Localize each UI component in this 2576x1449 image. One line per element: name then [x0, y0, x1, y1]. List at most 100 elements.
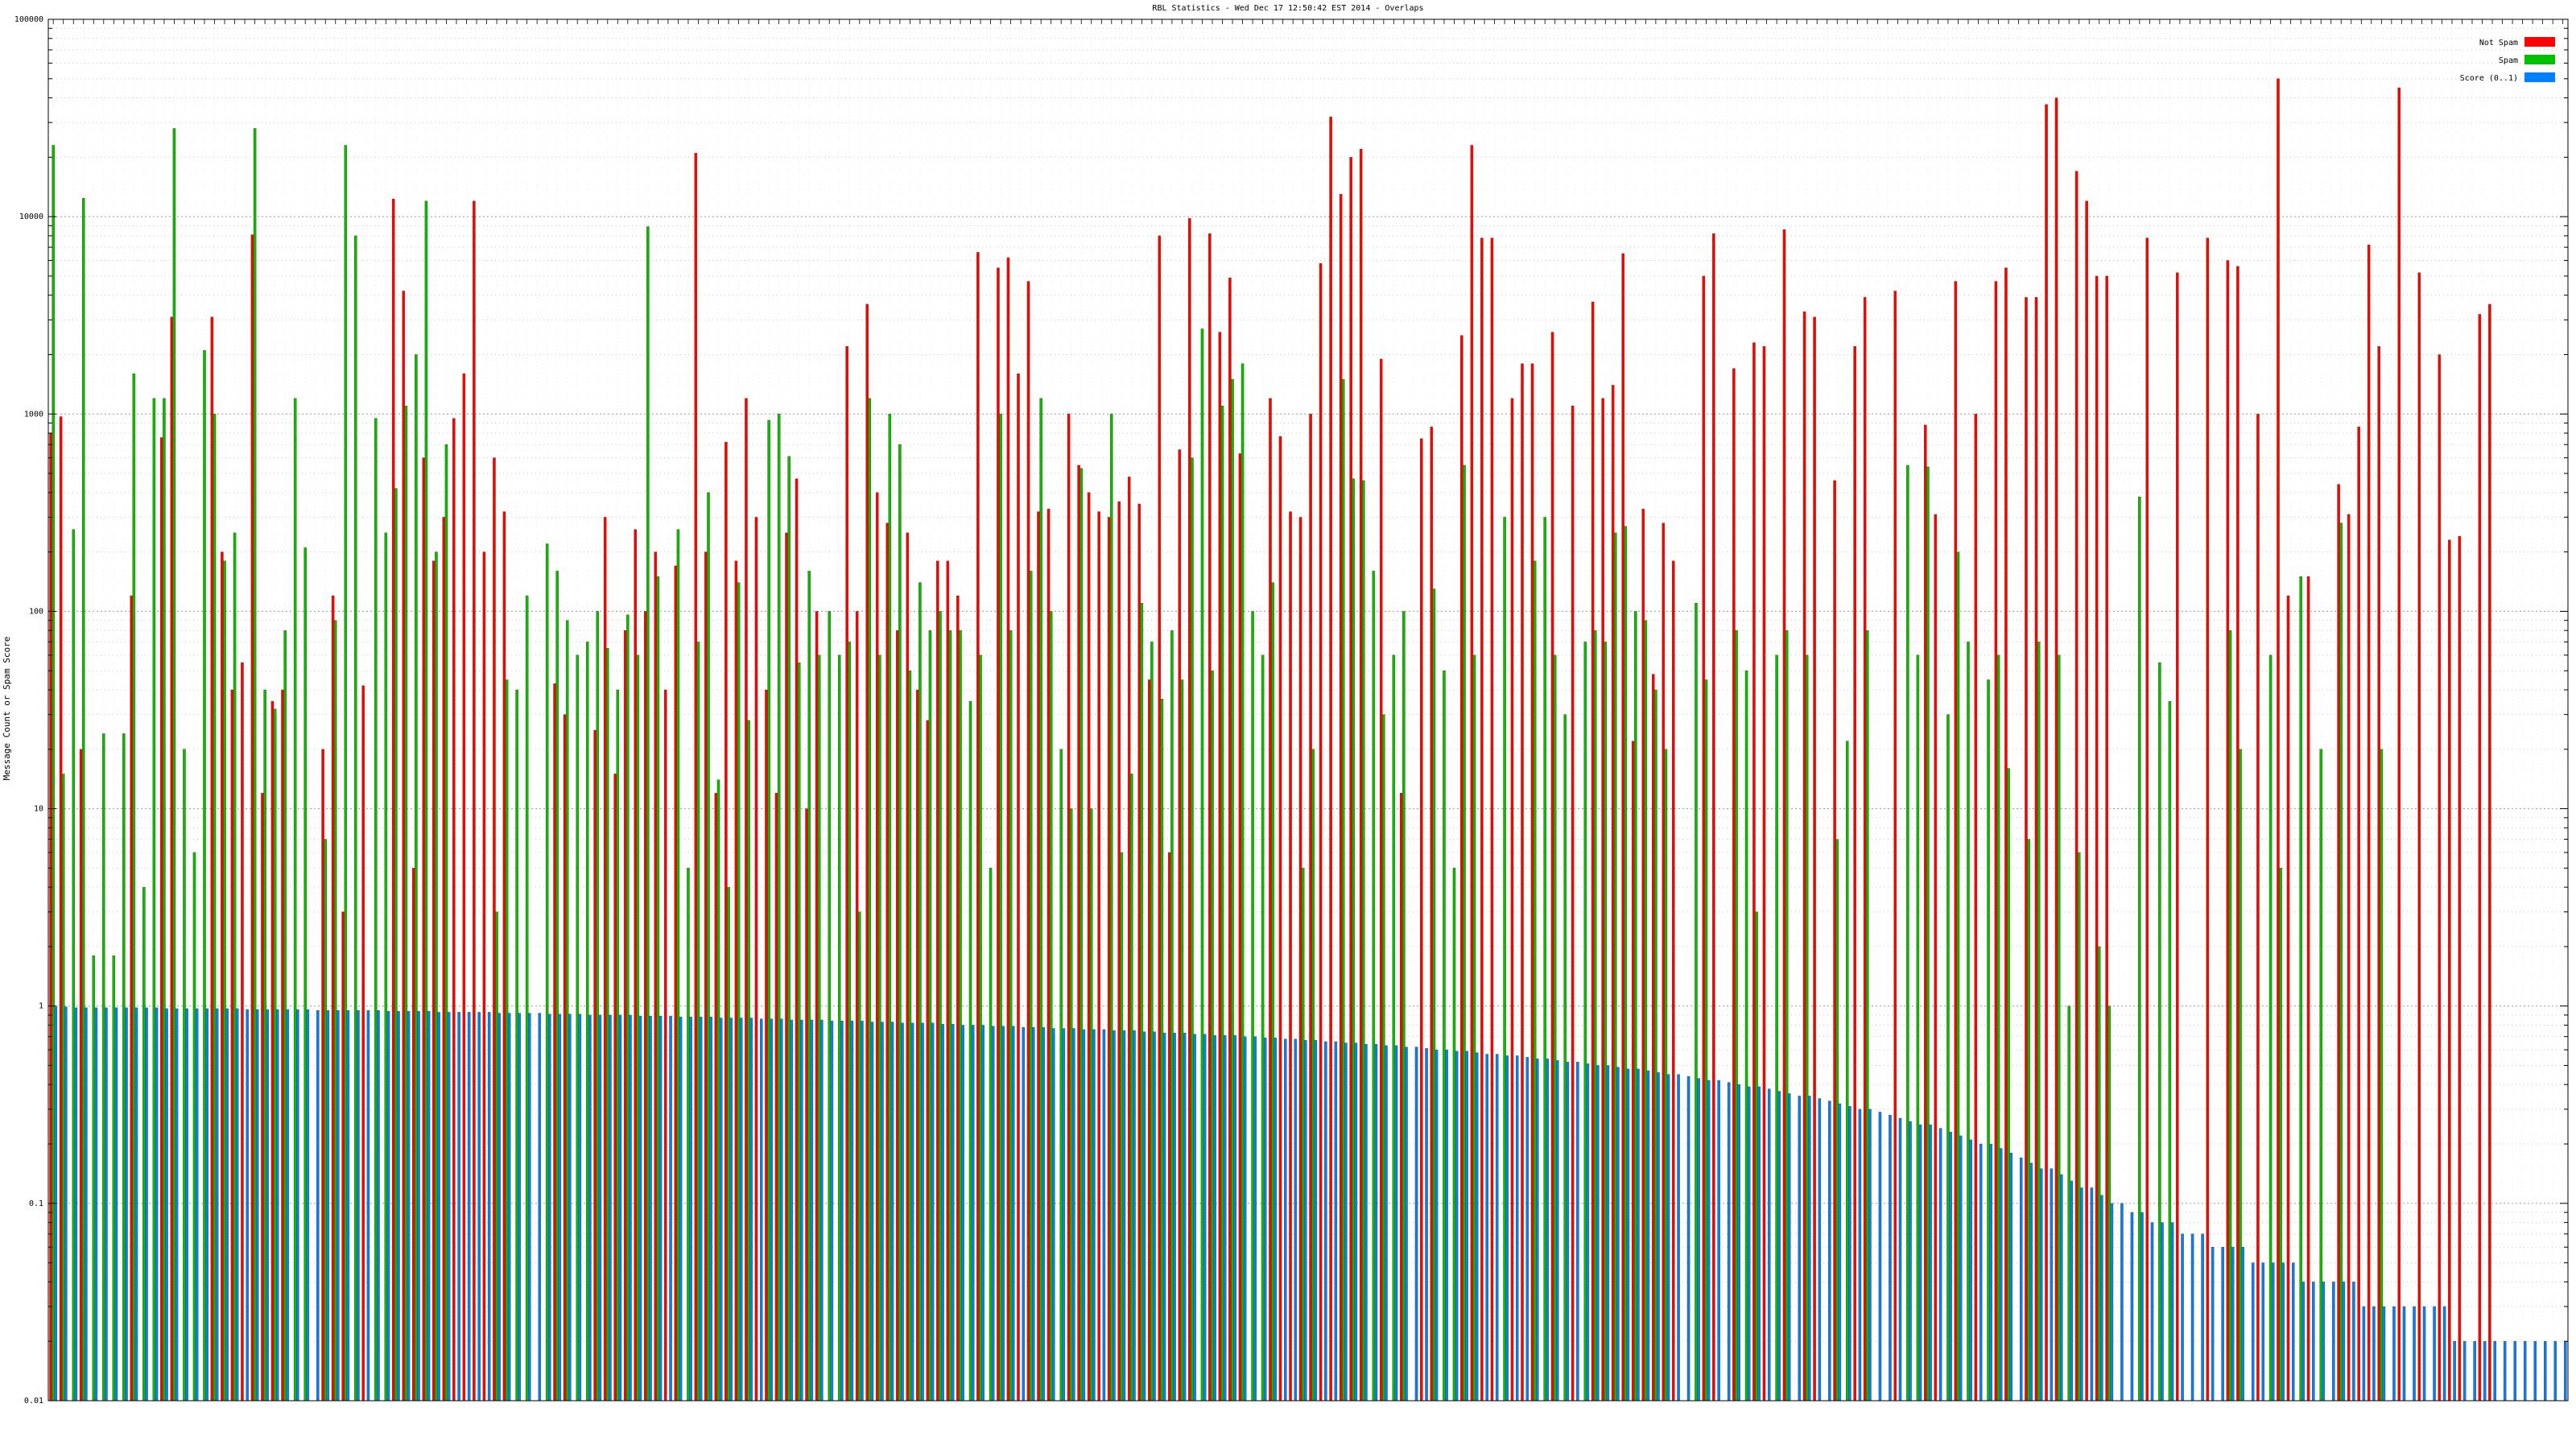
- score-bar: [1032, 1026, 1035, 1402]
- not-spam-bar: [2105, 275, 2108, 1402]
- score-bar: [1142, 1031, 1146, 1402]
- spam-bar: [142, 886, 146, 1402]
- spam-bar: [2067, 1005, 2070, 1402]
- not-spam-bar: [79, 749, 83, 1402]
- score-bar: [558, 1013, 562, 1402]
- score-bar: [568, 1013, 572, 1402]
- spam-bar: [1533, 560, 1537, 1402]
- not-spam-bar: [745, 398, 748, 1402]
- score-bar: [2080, 1187, 2083, 1402]
- spam-bar: [1372, 571, 1376, 1402]
- spam-bar: [102, 733, 105, 1402]
- score-bar: [1878, 1112, 1882, 1402]
- spam-bar: [1382, 714, 1385, 1402]
- spam-bar: [1472, 654, 1476, 1402]
- score-bar: [437, 1012, 440, 1402]
- spam-bar: [959, 630, 962, 1402]
- spam-bar: [1563, 714, 1567, 1402]
- not-spam-bar: [210, 316, 214, 1402]
- not-spam-bar: [1752, 342, 1756, 1402]
- score-bar: [2181, 1233, 2184, 1402]
- legend: Not Spam Spam Score (0..1): [2460, 37, 2555, 83]
- score-bar: [397, 1011, 400, 1402]
- score-bar: [1092, 1029, 1096, 1402]
- score-bar: [2271, 1262, 2275, 1402]
- score-bar: [2503, 1341, 2507, 1402]
- score-bar: [2362, 1306, 2366, 1402]
- score-bar: [1979, 1143, 1983, 1402]
- score-bar: [820, 1019, 824, 1402]
- spam-bar: [1261, 654, 1265, 1402]
- score-bar: [770, 1018, 774, 1402]
- not-spam-bar: [1329, 117, 1332, 1402]
- score-bar: [1435, 1049, 1439, 1402]
- spam-bar: [576, 654, 580, 1402]
- spam-bar: [1049, 611, 1053, 1402]
- score-bar: [1657, 1072, 1660, 1402]
- score-bar: [548, 1013, 551, 1402]
- y-tick-label: 0.1: [29, 1199, 43, 1208]
- score-bar: [2120, 1203, 2124, 1402]
- score-bar: [1022, 1026, 1026, 1402]
- not-spam-bar: [926, 720, 930, 1402]
- score-bar: [487, 1012, 491, 1402]
- score-bar: [739, 1018, 743, 1402]
- spam-bar: [1916, 654, 1920, 1402]
- spam-bar: [1009, 630, 1013, 1402]
- spam-bar: [1956, 551, 1960, 1402]
- not-spam-bar: [1762, 346, 1766, 1402]
- score-bar: [134, 1007, 138, 1402]
- score-bar: [2523, 1341, 2527, 1402]
- not-spam-bar: [553, 683, 556, 1402]
- score-bar: [629, 1014, 632, 1402]
- spam-bar: [72, 529, 76, 1402]
- not-spam-bar: [1178, 449, 1182, 1402]
- score-bar: [709, 1017, 712, 1402]
- score-bar: [518, 1013, 522, 1402]
- spam-bar: [1352, 478, 1356, 1402]
- score-bar: [1536, 1059, 1539, 1402]
- score-bar: [1465, 1051, 1468, 1402]
- score-bar: [1546, 1059, 1550, 1402]
- score-bar: [2190, 1233, 2194, 1402]
- spam-bar: [1604, 642, 1608, 1402]
- not-spam-bar: [1137, 503, 1141, 1402]
- not-spam-bar: [785, 532, 788, 1402]
- not-spam-bar: [886, 522, 889, 1402]
- score-bar: [971, 1025, 975, 1402]
- score-bar: [1959, 1135, 1963, 1402]
- score-bar: [931, 1022, 935, 1402]
- not-spam-bar: [1712, 233, 1715, 1402]
- not-spam-bar: [452, 418, 456, 1402]
- spam-bar: [1140, 603, 1144, 1402]
- not-spam-bar: [2417, 272, 2421, 1402]
- spam-bar: [303, 547, 307, 1402]
- not-spam-bar: [946, 560, 950, 1402]
- spam-bar: [1110, 414, 1113, 1402]
- spam-bar: [112, 955, 116, 1402]
- spam-bar: [2268, 654, 2273, 1402]
- score-bar: [2140, 1212, 2144, 1402]
- not-spam-bar: [1470, 145, 1474, 1402]
- not-spam-bar: [442, 517, 446, 1402]
- score-bar: [1374, 1044, 1378, 1402]
- legend-swatch: [2524, 55, 2555, 64]
- score-bar: [2130, 1212, 2134, 1402]
- not-spam-bar: [1591, 301, 1595, 1402]
- not-spam-bar: [754, 517, 758, 1402]
- spam-bar: [1644, 620, 1648, 1402]
- not-spam-bar: [1954, 281, 1958, 1402]
- spam-bar: [968, 700, 972, 1402]
- not-spam-bar: [997, 267, 1000, 1402]
- not-spam-bar: [2236, 266, 2240, 1402]
- score-bar: [1354, 1042, 1358, 1402]
- score-bar: [528, 1013, 531, 1402]
- spam-bar: [2077, 852, 2081, 1402]
- not-spam-bar: [1420, 438, 1423, 1402]
- spam-bar: [1231, 378, 1234, 1402]
- spam-bar: [919, 582, 922, 1402]
- spam-bar: [183, 749, 186, 1402]
- not-spam-bar: [2397, 87, 2401, 1402]
- not-spam-bar: [774, 792, 778, 1402]
- spam-bar: [1463, 464, 1466, 1402]
